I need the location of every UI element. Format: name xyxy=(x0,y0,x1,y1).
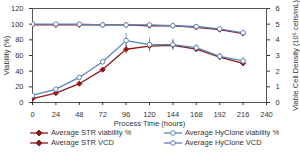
svg-text:Viable Cell Density (10⁶ cells: Viable Cell Density (10⁶ cells/mL) xyxy=(291,0,300,111)
svg-text:80: 80 xyxy=(15,35,23,44)
svg-text:240: 240 xyxy=(260,110,273,119)
svg-text:96: 96 xyxy=(122,110,130,119)
svg-text:0: 0 xyxy=(30,110,34,119)
svg-text:144: 144 xyxy=(167,110,180,119)
svg-text:40: 40 xyxy=(15,67,23,76)
svg-text:168: 168 xyxy=(190,110,203,119)
svg-text:120: 120 xyxy=(11,4,24,13)
svg-text:20: 20 xyxy=(15,82,23,91)
html-text:Average STR viability %: Average STR viability % xyxy=(51,128,132,137)
svg-text:2: 2 xyxy=(276,67,280,76)
svg-text:4: 4 xyxy=(276,35,280,44)
svg-text:120: 120 xyxy=(143,110,156,119)
svg-text:1: 1 xyxy=(276,82,280,91)
svg-text:192: 192 xyxy=(213,110,226,119)
svg-text:100: 100 xyxy=(11,20,24,29)
svg-text:6: 6 xyxy=(276,4,280,13)
svg-text:Viability (%): Viability (%) xyxy=(2,35,11,75)
html-text:Average HyClone VCD: Average HyClone VCD xyxy=(185,138,262,147)
svg-text:Process Time (hours): Process Time (hours) xyxy=(114,119,186,128)
svg-text:60: 60 xyxy=(15,51,23,60)
svg-text:72: 72 xyxy=(99,110,107,119)
svg-text:0: 0 xyxy=(276,98,280,107)
html-text:Average HyClone viability %: Average HyClone viability % xyxy=(185,128,280,137)
svg-text:48: 48 xyxy=(75,110,83,119)
svg-text:216: 216 xyxy=(237,110,250,119)
svg-text:24: 24 xyxy=(52,110,60,119)
svg-text:3: 3 xyxy=(276,51,280,60)
html-text:Average STR VCD: Average STR VCD xyxy=(51,138,114,147)
svg-text:0: 0 xyxy=(19,98,23,107)
svg-text:5: 5 xyxy=(276,20,280,29)
